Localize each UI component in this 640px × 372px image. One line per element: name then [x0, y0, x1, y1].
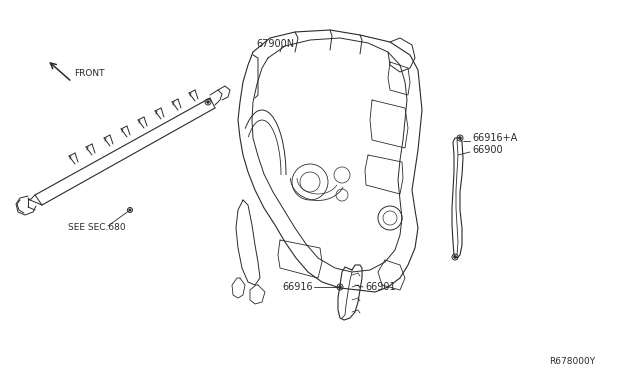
Text: 66901: 66901 — [365, 282, 396, 292]
Text: FRONT: FRONT — [74, 70, 104, 78]
Circle shape — [129, 209, 131, 211]
Circle shape — [339, 286, 341, 288]
Text: 66916+A: 66916+A — [472, 133, 517, 143]
Text: SEE SEC.680: SEE SEC.680 — [68, 224, 125, 232]
Circle shape — [207, 101, 209, 103]
Text: 67900N: 67900N — [256, 39, 294, 49]
Circle shape — [454, 256, 456, 258]
Text: 66916: 66916 — [282, 282, 313, 292]
Text: R678000Y: R678000Y — [549, 357, 595, 366]
Text: 66900: 66900 — [472, 145, 502, 155]
Circle shape — [459, 137, 461, 140]
